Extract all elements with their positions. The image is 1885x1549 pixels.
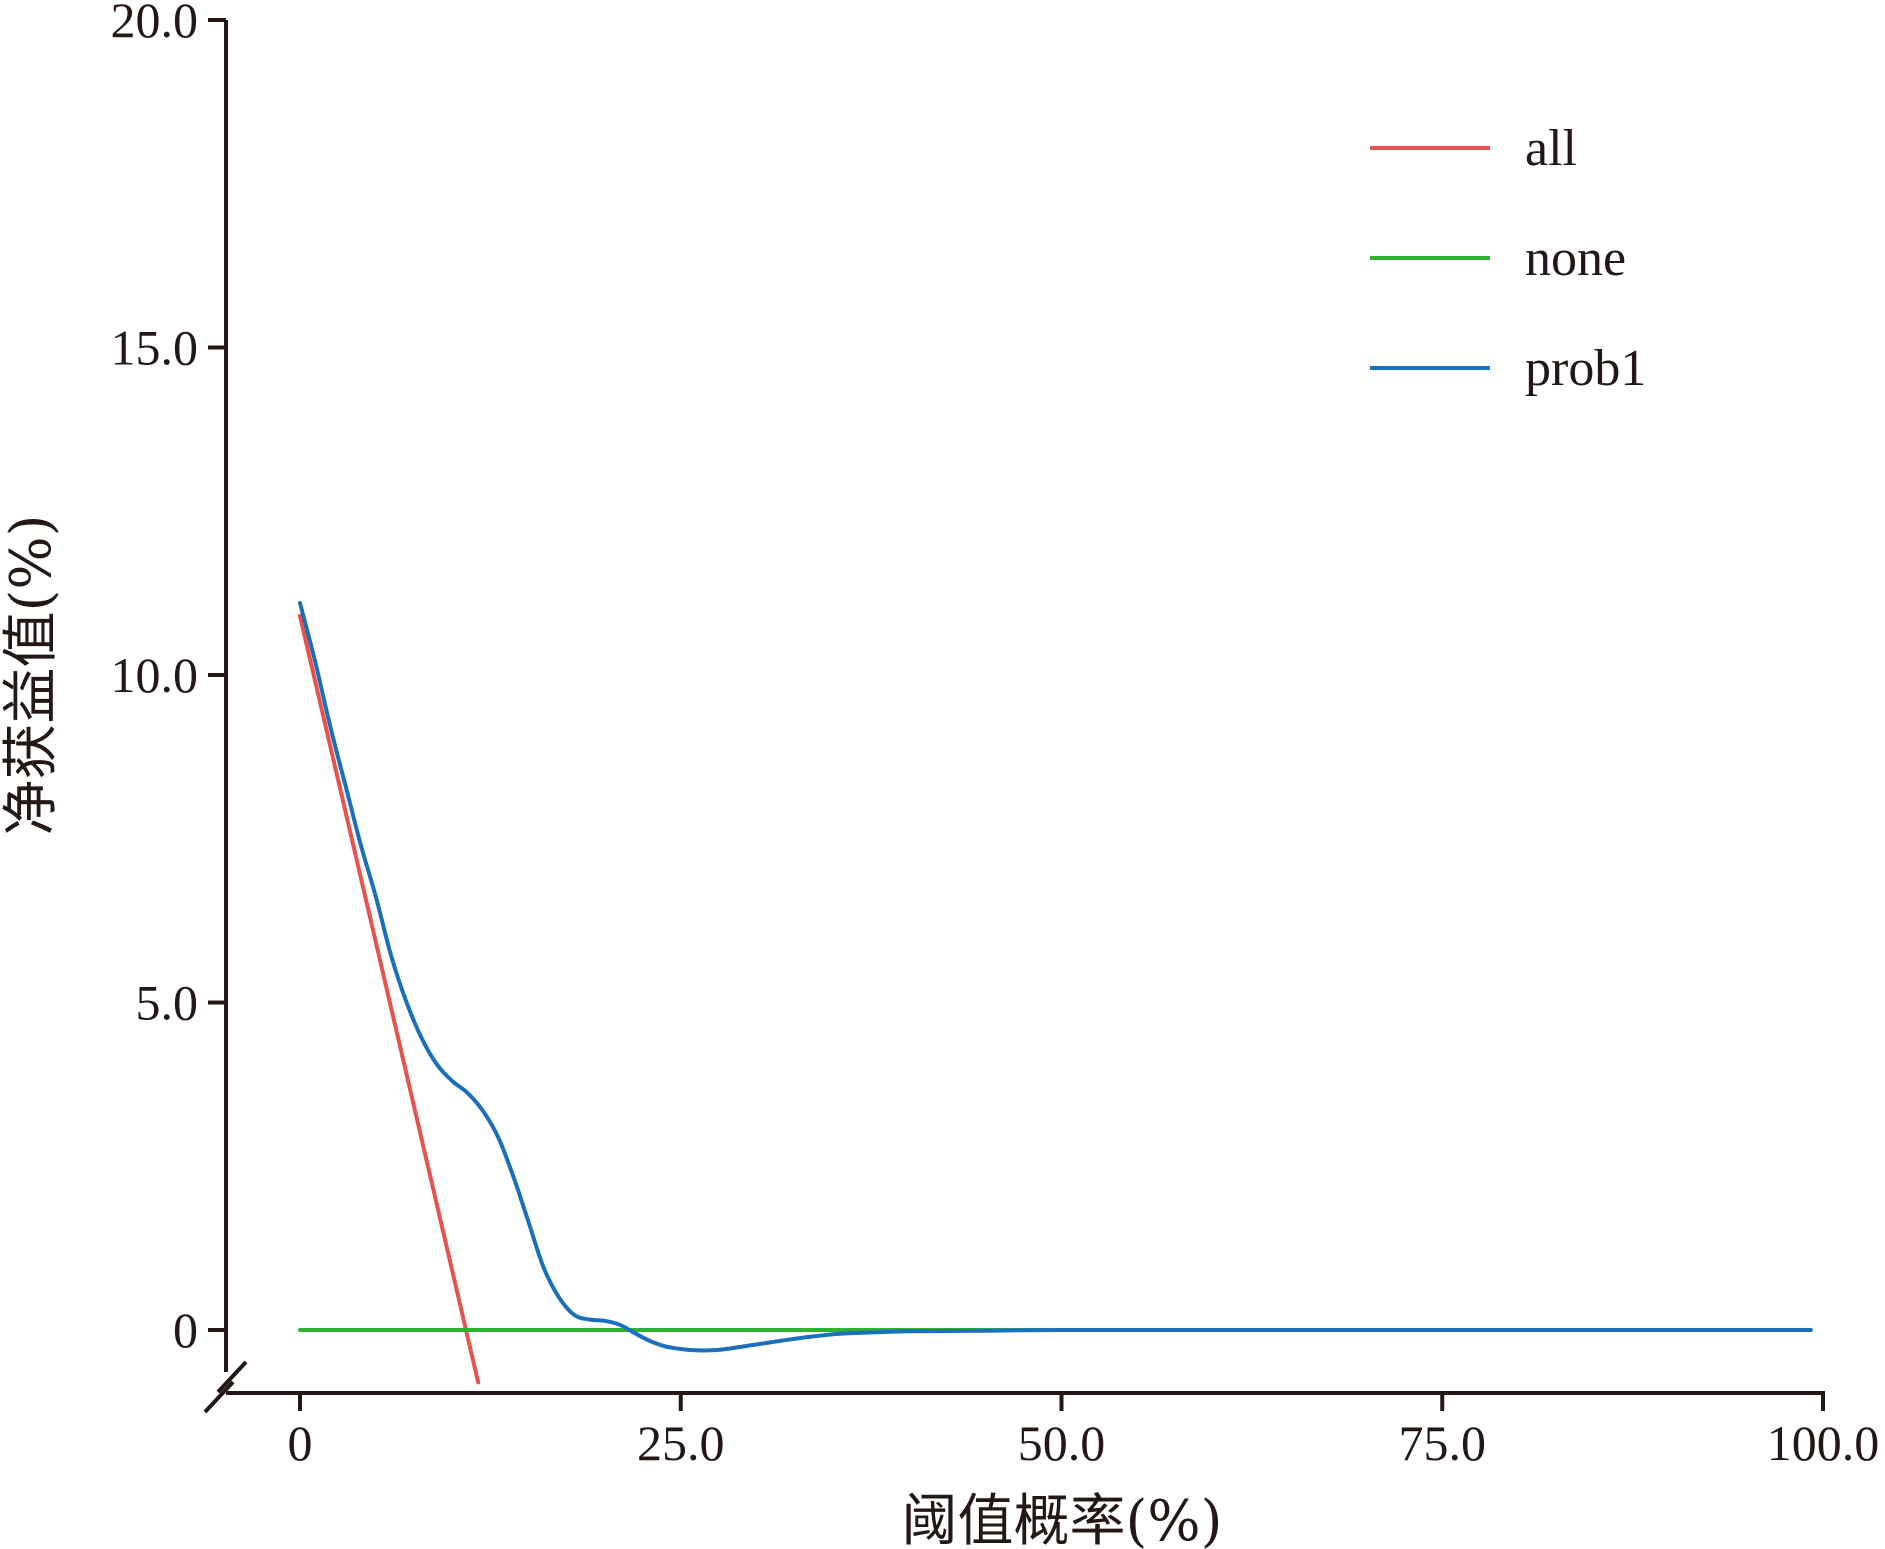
legend-label-all: all (1525, 120, 1577, 177)
y-tick-label: 5.0 (136, 975, 199, 1031)
series-line-all (298, 614, 481, 1385)
axes: 0 5.0 10.0 15.0 20.0 0 25.0 50.0 75.0 100.0 (111, 0, 1880, 1471)
y-tick-label: 10.0 (111, 647, 199, 703)
axis-break-mark (216, 1360, 248, 1394)
y-tick-label: 0 (173, 1302, 198, 1358)
axis-break-mark (203, 1380, 235, 1414)
series-line-prob1 (298, 601, 1813, 1353)
series-layer (298, 601, 1813, 1385)
x-tick-label: 100.0 (1767, 1415, 1880, 1471)
x-axis-title: 阈值概率(%) (902, 1489, 1223, 1549)
x-tick-label: 0 (288, 1415, 313, 1471)
y-tick-label: 20.0 (111, 0, 199, 48)
y-tick-label: 15.0 (111, 320, 199, 376)
y-axis-title: 净获益值(%) (0, 515, 64, 836)
legend-label-none: none (1525, 230, 1626, 287)
x-tick-label: 50.0 (1018, 1415, 1106, 1471)
x-tick-label: 25.0 (637, 1415, 725, 1471)
legend: all none prob1 (1370, 120, 1646, 397)
x-tick-label: 75.0 (1399, 1415, 1487, 1471)
legend-label-prob1: prob1 (1525, 340, 1646, 397)
